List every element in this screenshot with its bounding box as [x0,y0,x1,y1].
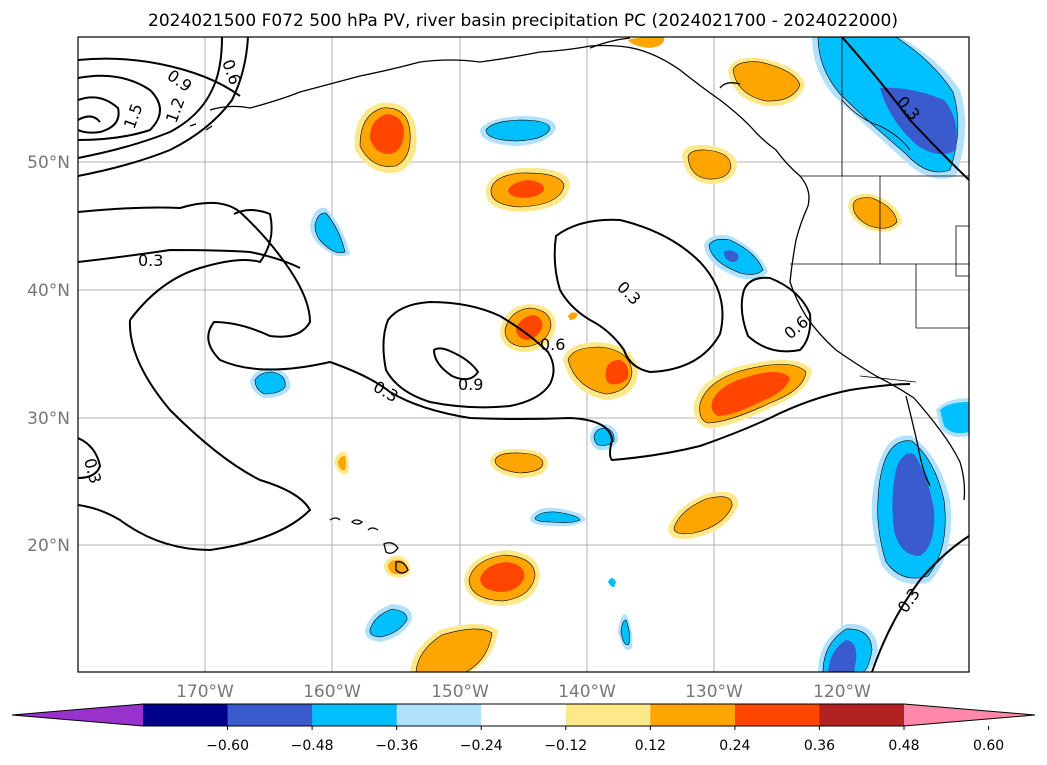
colorbar-tick-label: 0.36 [804,738,835,754]
colorbar-segment [143,704,229,726]
colorbar-segment [396,704,482,726]
colorbar-extend-max [904,704,1035,726]
negative-anomaly-blob [608,578,616,587]
lon-label: 170°W [176,682,234,702]
positive-anomaly-blob [410,624,498,672]
longitude-labels: 170°W 160°W 150°W 140°W 130°W 120°W [176,682,871,702]
colorbar-outline [11,703,1036,727]
positive-anomaly-blob [464,550,540,606]
colorbar-segment [481,704,567,726]
lon-label: 140°W [558,682,616,702]
colorbar-tick-label: −0.48 [291,738,334,754]
positive-anomaly-blob [568,312,578,320]
colorbar-tick-label: −0.12 [544,738,587,754]
lat-label: 30°N [27,409,70,429]
colorbar-tick-label: −0.24 [460,738,503,754]
colorbar-segment [312,704,398,726]
colorbar: −0.60 −0.48 −0.36 −0.24 −0.12 0.12 0.24 0.36 0.4… [11,703,1036,754]
negative-anomaly-blob [936,398,969,437]
colorbar-tick-label: 0.60 [973,738,1004,754]
figure-title: 2024021500 F072 500 hPa PV, river basin … [148,11,898,31]
pv-contours [78,37,969,672]
contour-label: 0.6 [540,335,565,354]
colorbar-tick-label: −0.36 [375,738,418,754]
colorbar-tick-label: 0.48 [888,738,919,754]
colorbar-tick-label: 0.12 [635,738,666,754]
political-borders [790,37,969,383]
positive-anomaly-blob [668,491,739,539]
positive-anomaly-blob [485,167,570,212]
positive-anomaly-blob [354,102,417,174]
map-frame [77,36,970,673]
colorbar-segment [227,704,313,726]
negative-anomaly-blob [871,435,952,584]
positive-anomaly-blob [693,359,812,428]
colorbar-segment [819,704,905,726]
positive-anomaly-blob [728,57,805,107]
lon-label: 120°W [813,682,871,702]
colorbar-tick-label: 0.24 [719,738,750,754]
positive-anomaly-blob [490,448,548,478]
lon-label: 150°W [431,682,489,702]
positive-anomaly-blob [500,304,556,352]
latitude-labels: 50°N 40°N 30°N 20°N [27,153,70,556]
colorbar-segment [565,704,651,726]
lat-label: 40°N [27,281,70,301]
contour-label: 0.9 [458,375,483,394]
precip-pc-shading [250,37,969,672]
negative-anomaly-blob [818,623,878,672]
lat-label: 50°N [27,153,70,173]
positive-anomaly-blob [563,342,638,400]
negative-anomaly-blob [530,507,586,527]
positive-anomaly-blob [334,451,349,475]
negative-anomaly-blob [704,235,768,280]
lon-label: 130°W [685,682,743,702]
positive-anomaly-blob [628,37,665,48]
colorbar-segment [734,704,820,726]
colorbar-extend-min [12,704,143,726]
negative-anomaly-blob [364,604,413,642]
negative-anomaly-blob [480,116,556,146]
negative-anomaly-blob [250,368,291,398]
colorbar-tick-label: −0.60 [206,738,249,754]
negative-anomaly-blob [618,614,633,650]
colorbar-segment [650,704,736,726]
lon-label: 160°W [303,682,361,702]
positive-anomaly-blob [682,144,737,184]
positive-anomaly-blob [848,193,902,232]
contour-label: 0.3 [138,251,163,270]
islands [189,123,409,574]
lat-label: 20°N [27,536,70,556]
negative-anomaly-blob [310,207,350,257]
